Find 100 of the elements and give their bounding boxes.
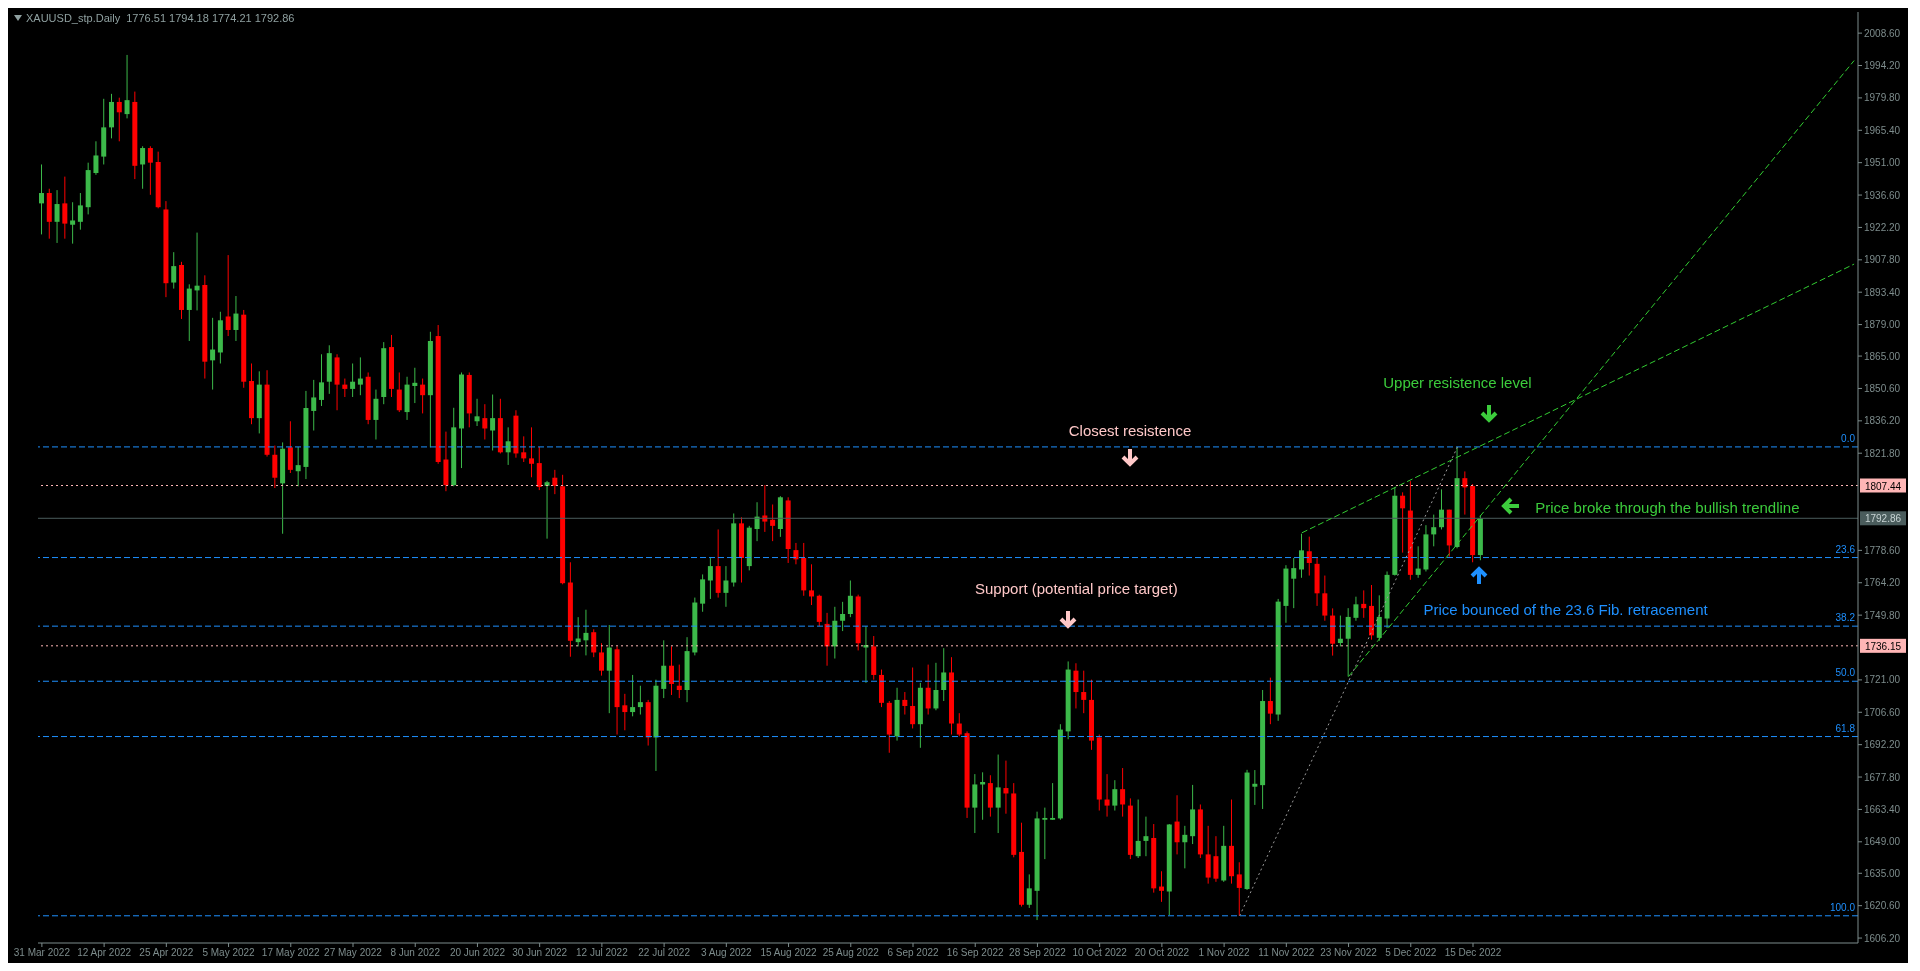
candlestick <box>93 140 99 176</box>
candlestick <box>1322 575 1328 622</box>
y-tick-label: 1764.20 <box>1864 577 1901 589</box>
y-tick-label: 1620.60 <box>1864 900 1901 912</box>
candlestick <box>622 693 628 731</box>
candlestick <box>505 426 511 466</box>
candlestick <box>1213 835 1219 883</box>
candlestick <box>995 754 1001 834</box>
candlestick <box>707 557 713 600</box>
candlestick <box>1182 825 1188 869</box>
candlestick <box>1353 596 1359 622</box>
candlestick <box>1159 870 1164 903</box>
y-tick-label: 1606.20 <box>1864 932 1901 944</box>
annotation: Price broke through the bullish trendline <box>1535 498 1800 516</box>
candlestick <box>225 254 231 337</box>
candlestick <box>1400 491 1406 554</box>
candlestick <box>972 773 978 834</box>
candlestick <box>661 639 667 699</box>
candlestick <box>210 317 216 391</box>
y-tick-label: 1821.80 <box>1864 447 1901 459</box>
candlestick <box>1361 589 1367 619</box>
x-tick-label: 10 Oct 2022 <box>1072 947 1128 959</box>
candlestick <box>140 145 146 190</box>
candlestick <box>62 176 68 240</box>
y-tick-label: 2008.60 <box>1864 27 1901 39</box>
candlestick <box>544 480 550 540</box>
y-tick-label: 1922.20 <box>1864 221 1901 233</box>
candlestick <box>1003 760 1009 815</box>
x-tick-label: 5 May 2022 <box>202 947 256 959</box>
candlestick <box>676 664 682 699</box>
candlestick <box>77 192 83 231</box>
candlestick <box>1439 488 1444 530</box>
y-tick-label: 1994.20 <box>1864 60 1901 72</box>
y-tick-label: 1836.20 <box>1864 415 1901 427</box>
candlestick <box>412 367 418 404</box>
x-tick-label: 30 Jun 2022 <box>512 947 568 959</box>
x-tick-label: 31 Mar 2022 <box>13 947 71 959</box>
candlestick <box>1120 767 1126 818</box>
annotation: 61.8 <box>1834 722 1855 734</box>
x-tick-label: 12 Apr 2022 <box>77 947 132 959</box>
candlestick <box>902 691 908 716</box>
candlestick <box>54 189 60 244</box>
y-tick-label: 1677.80 <box>1864 771 1901 783</box>
y-tick-label: 1865.00 <box>1864 350 1901 362</box>
x-tick-label: 16 Sep 2022 <box>946 947 1005 959</box>
y-tick-label: 1778.60 <box>1864 544 1901 556</box>
candlestick <box>933 662 939 711</box>
candlestick <box>490 394 496 452</box>
candlestick <box>1291 557 1297 609</box>
candlestick <box>956 712 962 737</box>
annotation: Closest resistence <box>1068 421 1192 439</box>
annotation: Upper resistence level <box>1383 373 1532 391</box>
annotation: 100.0 <box>1828 901 1855 913</box>
y-tick-label: 1979.80 <box>1864 92 1901 104</box>
candlestick <box>599 642 604 677</box>
candlestick <box>1415 545 1421 579</box>
candlestick <box>536 446 542 491</box>
x-tick-label: 6 Sep 2022 <box>887 947 940 959</box>
candlestick <box>793 542 799 565</box>
candlestick <box>1104 773 1110 818</box>
y-tick-label: 1850.60 <box>1864 383 1901 394</box>
candlestick <box>1026 873 1032 909</box>
y-tick-label: 1879.00 <box>1864 319 1901 331</box>
candlestick <box>474 398 480 427</box>
x-tick-label: 25 Aug 2022 <box>822 947 880 959</box>
candlestick <box>1042 807 1048 860</box>
candlestick <box>552 469 558 495</box>
y-tick-label: 1649.00 <box>1864 836 1901 848</box>
annotation: 0.0 <box>1840 432 1855 444</box>
candlestick <box>1174 794 1180 855</box>
annotation: 23.6 <box>1834 543 1855 555</box>
candlestick <box>171 251 177 290</box>
candlestick <box>482 403 488 440</box>
y-tick-label: 1749.80 <box>1864 609 1901 621</box>
candlestick <box>1081 670 1087 714</box>
x-tick-label: 5 Dec 2022 <box>1385 947 1437 959</box>
y-tick-label: 1907.80 <box>1864 254 1901 266</box>
candlestick <box>420 378 426 414</box>
x-tick-label: 20 Jun 2022 <box>449 947 506 959</box>
annotation: 50.0 <box>1834 667 1855 679</box>
y-tick-label: 1721.00 <box>1864 674 1901 686</box>
candlestick <box>840 601 846 632</box>
candlestick <box>770 503 776 542</box>
candlestick <box>1431 514 1437 547</box>
ref-line-label: 1792.86 <box>1864 513 1902 525</box>
candlestick <box>124 54 130 119</box>
candlestick <box>925 664 931 716</box>
candlestick <box>39 163 44 235</box>
x-tick-label: 23 Nov 2022 <box>1320 947 1378 959</box>
candlestick <box>723 565 729 608</box>
ref-line-label: 1736.15 <box>1864 640 1902 652</box>
candlestick <box>1376 594 1382 642</box>
chart-title: XAUUSD_stp.Daily 1776.51 1794.18 1774.21 1792.86 <box>26 12 295 24</box>
candlestick <box>591 628 597 658</box>
candlestick <box>1462 470 1468 516</box>
x-tick-label: 15 Aug 2022 <box>760 947 818 959</box>
x-tick-label: 27 May 2022 <box>324 947 383 959</box>
candlestick <box>1306 536 1312 577</box>
candlestick <box>637 685 643 716</box>
x-tick-label: 1 Nov 2022 <box>1198 947 1251 959</box>
